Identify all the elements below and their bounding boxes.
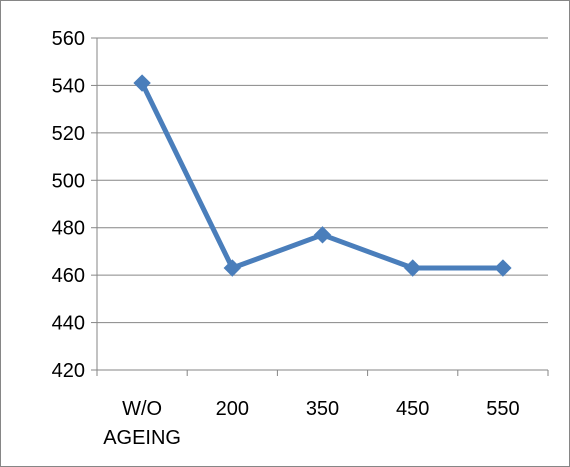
- data-point-marker: [133, 74, 151, 92]
- gridlines: [97, 37, 548, 324]
- y-tick-label: 440: [52, 313, 85, 335]
- y-tick-label: 460: [52, 265, 85, 287]
- series-layer: [133, 74, 512, 277]
- x-tick-label: 550: [486, 398, 519, 420]
- x-tick-label: 200: [216, 398, 249, 420]
- x-tick-label: 450: [396, 398, 429, 420]
- y-tick-label: 480: [52, 218, 85, 240]
- y-tick-label: 520: [52, 123, 85, 145]
- x-tick-label: 350: [306, 398, 339, 420]
- x-tick-labels: W/O AGEING 200 350 450 550: [103, 398, 519, 449]
- y-tick-label: 540: [52, 75, 85, 97]
- y-tick-label: 560: [52, 28, 85, 50]
- y-tick-labels: 420 440 460 480 500 520 540 560: [52, 28, 85, 382]
- data-point-marker: [223, 259, 242, 277]
- data-point-marker: [494, 259, 512, 277]
- y-tick-label: 420: [52, 360, 85, 382]
- x-tick-label: W/O AGEING: [103, 398, 181, 449]
- data-point-marker: [403, 259, 422, 277]
- axes: [91, 37, 549, 376]
- y-tick-label: 500: [52, 170, 85, 192]
- data-point-marker: [313, 226, 332, 244]
